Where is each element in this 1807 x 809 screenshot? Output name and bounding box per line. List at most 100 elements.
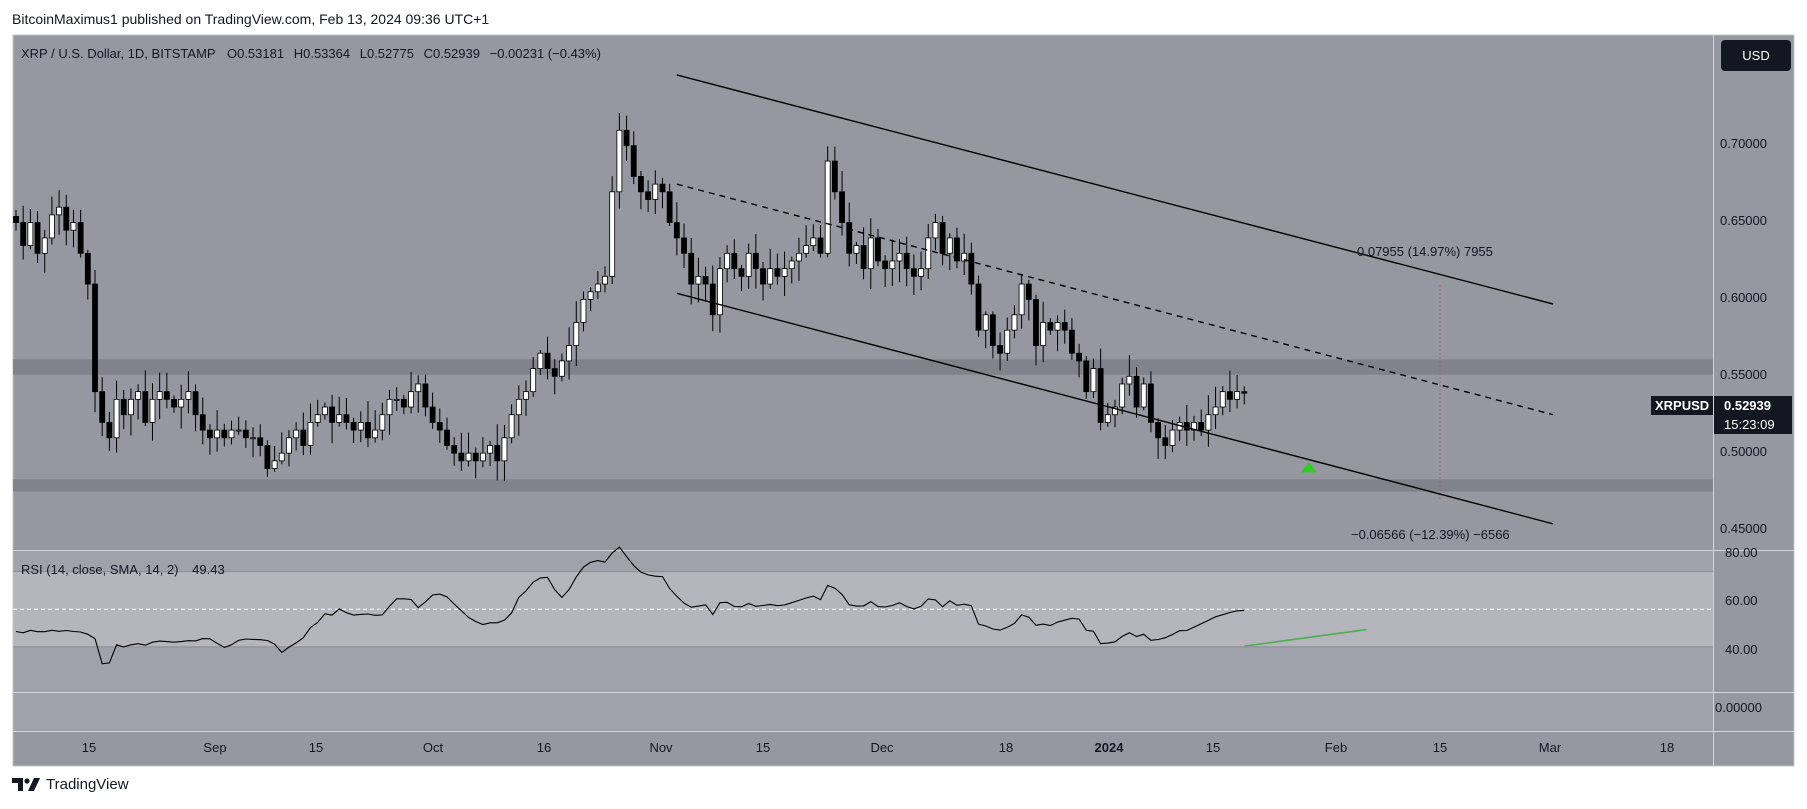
- candle-up: [250, 437, 256, 440]
- tradingview-brand[interactable]: TradingView: [12, 776, 129, 793]
- candle-down: [221, 429, 228, 439]
- candle-down: [774, 268, 781, 277]
- time-axis[interactable]: 15 Sep 15 Oct 16 Nov 15 Dec 18 2024 15 F…: [82, 740, 1674, 755]
- time-axis-background: [13, 731, 1713, 766]
- candle-down: [192, 391, 199, 416]
- candle-down: [939, 222, 946, 254]
- candle-up: [961, 252, 968, 262]
- candle-up: [479, 452, 486, 462]
- candle-up: [803, 245, 810, 254]
- symbol-legend: XRP / U.S. Dollar, 1D, BITSTAMP: [21, 46, 215, 61]
- candle-down: [839, 191, 845, 223]
- candle-up: [178, 398, 185, 408]
- candle-up: [487, 445, 493, 454]
- rsi-line: [15, 546, 1245, 665]
- svg-text:XRP / U.S. Dollar, 1D, BITSTAM: XRP / U.S. Dollar, 1D, BITSTAMP O0.53181…: [21, 46, 601, 61]
- candle-up: [1018, 283, 1025, 316]
- candle-up: [321, 406, 328, 416]
- price-axis[interactable]: 0.70000 0.65000 0.60000 0.55000 0.50000 …: [1720, 136, 1767, 536]
- time-axis-label: Feb: [1325, 740, 1347, 755]
- candle-down: [120, 398, 127, 416]
- candle-up: [271, 460, 278, 469]
- candle-up: [1090, 368, 1097, 393]
- candle-up: [278, 452, 285, 462]
- candle-down: [968, 252, 975, 285]
- candle-up: [1126, 375, 1133, 385]
- candle-up: [465, 452, 472, 462]
- candle-down: [257, 437, 264, 446]
- time-axis-label: Mar: [1539, 740, 1562, 755]
- currency-button[interactable]: USD: [1721, 40, 1791, 71]
- price-axis-label: 0.45000: [1720, 521, 1767, 536]
- candle-down: [1047, 322, 1054, 331]
- last-price-symbol: XRPUSD: [1655, 398, 1709, 413]
- ohlc-high-value: 0.53364: [303, 46, 350, 61]
- brand-label: TradingView: [46, 776, 129, 793]
- ohlc-low-key: L: [360, 46, 367, 61]
- rsi-guides: [13, 571, 1713, 648]
- candle-up: [767, 268, 774, 285]
- candle-down: [1083, 360, 1090, 393]
- candle-up: [946, 237, 953, 254]
- candle-up: [918, 268, 924, 277]
- price-axis-label: 0.65000: [1720, 213, 1767, 228]
- candle-down: [343, 414, 350, 423]
- time-axis-label: Nov: [649, 740, 673, 755]
- candle-up: [1004, 329, 1011, 354]
- candle-up: [537, 352, 544, 369]
- candle-down: [1076, 352, 1082, 362]
- rsi-series: [15, 546, 1367, 665]
- candle-down: [997, 345, 1003, 354]
- candle-up: [149, 398, 156, 423]
- descending-channel: [676, 74, 1554, 525]
- candle-down: [77, 222, 84, 254]
- ohlc-close-key: C: [424, 46, 433, 61]
- time-axis-label: 15: [82, 740, 96, 755]
- candle-up: [1205, 414, 1212, 431]
- rsi-axis[interactable]: 80.00 60.00 40.00 0.00000: [1715, 545, 1762, 715]
- candle-up: [49, 214, 55, 239]
- candle-down: [1155, 422, 1161, 439]
- candle-up: [1191, 422, 1197, 431]
- candle-up: [336, 414, 343, 423]
- candle-up: [566, 345, 572, 362]
- candle-down: [731, 252, 738, 270]
- candle-down: [954, 237, 960, 262]
- price-axis-label: 0.50000: [1720, 444, 1767, 459]
- candle-up: [717, 268, 723, 316]
- candle-down: [1198, 422, 1205, 431]
- candle-down: [1097, 368, 1104, 423]
- candle-up: [896, 252, 903, 262]
- candle-down: [92, 283, 98, 393]
- measure-up-label: 0.07955 (14.97%) 7955: [1357, 244, 1493, 259]
- candle-down: [1133, 375, 1140, 408]
- rsi-legend: RSI (14, close, SMA, 14, 2): [21, 562, 179, 577]
- candle-down: [645, 191, 652, 200]
- candle-up: [1011, 314, 1018, 331]
- candle-down: [666, 191, 673, 223]
- rsi-value: 49.43: [192, 562, 225, 577]
- candle-down: [846, 222, 853, 254]
- candle-up: [580, 299, 587, 323]
- candle-up: [307, 422, 314, 446]
- candle-down: [975, 283, 982, 331]
- time-axis-label: Oct: [423, 740, 444, 755]
- candle-up: [379, 414, 386, 431]
- candle-up: [616, 129, 623, 193]
- candle-down: [551, 368, 558, 377]
- candle-up: [135, 391, 142, 400]
- candle-down: [1061, 322, 1068, 331]
- candle-down: [659, 183, 666, 193]
- candle-up: [293, 429, 300, 439]
- candle-down: [494, 445, 501, 462]
- rsi-axis-label: 60.00: [1725, 593, 1758, 608]
- candle-down: [910, 268, 917, 277]
- rsi-axis-label: 0.00000: [1715, 700, 1762, 715]
- candle-down: [1241, 391, 1248, 394]
- time-axis-label: Dec: [870, 740, 894, 755]
- candle-up: [745, 252, 752, 277]
- candle-down: [84, 252, 91, 285]
- ohlc-high-key: H: [294, 46, 303, 61]
- candle-up: [724, 252, 731, 270]
